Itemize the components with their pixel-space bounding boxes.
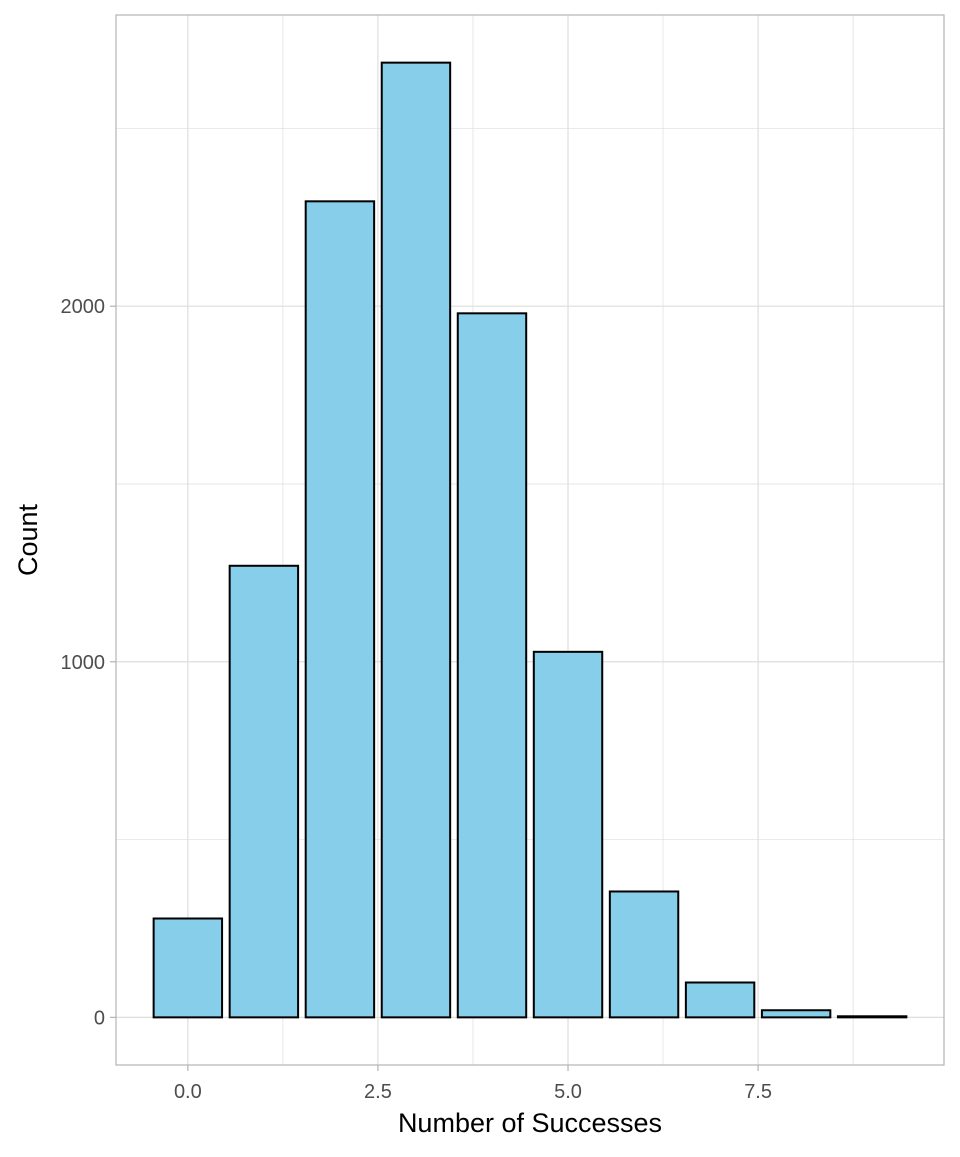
x-tick-label: 2.5: [364, 1081, 392, 1103]
bar-5: [532, 650, 604, 1019]
panel-border: [115, 14, 945, 1066]
x-tick-label: 0.0: [174, 1081, 202, 1103]
bar-0: [152, 917, 224, 1019]
bars: [152, 61, 908, 1019]
x-tick-label: 7.5: [744, 1081, 772, 1103]
y-tick-label: 2000: [61, 296, 106, 318]
tick-labels: 0.0 2.5 5.0 7.5 0 1000 2000: [61, 296, 773, 1103]
bar-9: [836, 1015, 908, 1019]
bar-3: [380, 61, 452, 1019]
x-axis-label: Number of Successes: [398, 1108, 662, 1138]
y-axis-label: Count: [13, 503, 43, 576]
bar-6: [608, 890, 680, 1019]
bar-2: [304, 200, 376, 1019]
bar-8: [760, 1009, 832, 1019]
bar-7: [684, 981, 756, 1019]
y-tick-label: 0: [94, 1007, 105, 1029]
bar-1: [228, 564, 300, 1019]
bar-4: [456, 312, 528, 1019]
y-tick-label: 1000: [61, 652, 106, 674]
x-tick-label: 5.0: [554, 1081, 582, 1103]
